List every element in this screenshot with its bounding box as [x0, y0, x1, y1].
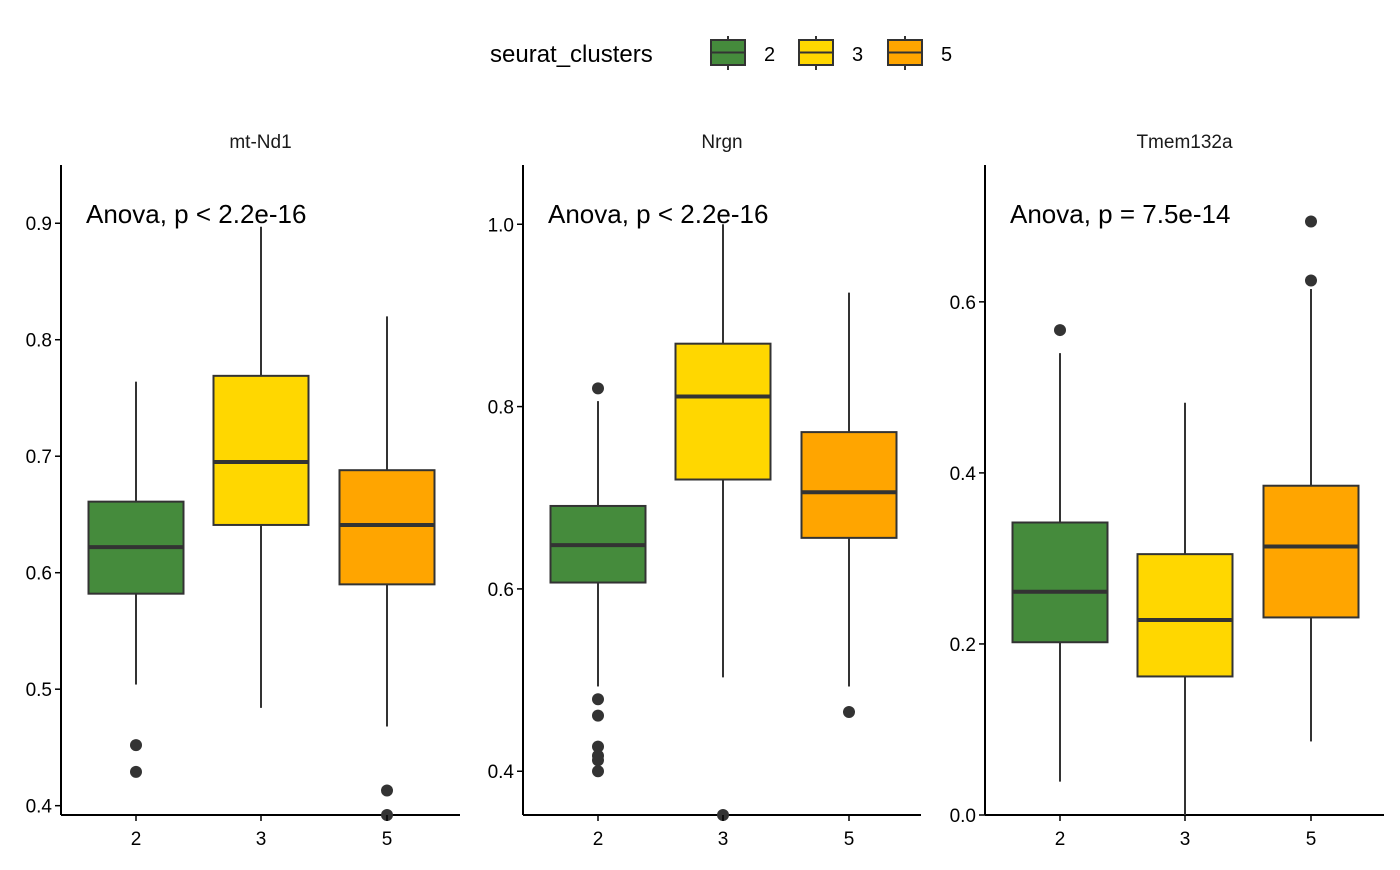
x-tick-label: 3: [256, 829, 267, 850]
y-tick-label: 0.6: [488, 580, 514, 601]
box-iqr: [1262, 484, 1360, 619]
x-tick-label: 3: [1180, 829, 1191, 850]
panel-mt-Nd1: mt-Nd1 0.4 0.5 0.6 0.7 0.8 0.9 2 3 5 Anova, p < 2.…: [26, 132, 460, 850]
y-tick-label: 0.6: [950, 293, 976, 314]
legend-item-5: 5: [887, 36, 952, 70]
box-group-5: [1262, 215, 1360, 742]
box-group-2: [1011, 324, 1109, 782]
y-tick-label: 1.0: [488, 215, 514, 236]
box-group-2: [549, 382, 647, 778]
panel-Tmem132a: Tmem132a 0.0 0.2 0.4 0.6 2 3 5 Anova, p = 7.5e-1…: [950, 132, 1384, 850]
box-group-5: [800, 292, 898, 718]
outlier-point: [381, 784, 393, 797]
panel-title: mt-Nd1: [229, 132, 291, 153]
y-tick-label: 0.6: [26, 564, 52, 585]
box-iqr: [338, 469, 436, 586]
box-group-2: [87, 381, 185, 778]
y-tick-label: 0.0: [950, 806, 976, 827]
box-group-3: [674, 224, 772, 821]
anova-annotation: Anova, p < 2.2e-16: [86, 199, 306, 229]
x-tick-label: 5: [382, 829, 393, 850]
x-tick-label: 2: [593, 829, 604, 850]
x-tick-label: 5: [844, 829, 855, 850]
x-tick-label: 2: [1055, 829, 1066, 850]
box-iqr: [674, 342, 772, 481]
legend-label: 2: [764, 44, 775, 66]
y-tick-label: 0.7: [26, 447, 52, 468]
outlier-point: [130, 765, 142, 778]
outlier-point: [592, 693, 604, 706]
box-group-5: [338, 316, 436, 821]
legend-label: 3: [852, 44, 863, 66]
box-group-3: [212, 226, 310, 708]
anova-annotation: Anova, p = 7.5e-14: [1010, 199, 1230, 229]
outlier-point: [592, 740, 604, 753]
y-tick-label: 0.8: [488, 398, 514, 419]
facet-panels: mt-Nd1 0.4 0.5 0.6 0.7 0.8 0.9 2 3 5 Anova, p < 2.…: [26, 132, 1384, 850]
y-tick-label: 0.8: [26, 331, 52, 352]
panel-title: Nrgn: [701, 132, 742, 153]
y-tick-label: 0.4: [488, 762, 515, 783]
panel-Nrgn: Nrgn 0.4 0.6 0.8 1.0 2 3 5 Anova, p < 2.2e-16: [488, 132, 921, 850]
outlier-point: [592, 382, 604, 395]
y-tick-label: 0.4: [950, 464, 977, 485]
y-tick-label: 0.9: [26, 214, 52, 235]
outlier-point: [843, 705, 855, 718]
anova-annotation: Anova, p < 2.2e-16: [548, 199, 768, 229]
outlier-point: [130, 739, 142, 752]
outlier-point: [1305, 274, 1317, 287]
outlier-point: [1054, 324, 1066, 337]
x-tick-label: 2: [131, 829, 142, 850]
x-tick-label: 3: [718, 829, 729, 850]
panel-title: Tmem132a: [1136, 132, 1233, 153]
y-tick-label: 0.5: [26, 680, 52, 701]
outlier-point: [592, 765, 604, 778]
y-tick-label: 0.4: [26, 797, 53, 818]
outlier-point: [592, 754, 604, 767]
box-iqr: [1011, 521, 1109, 644]
box-group-3: [1136, 402, 1234, 815]
legend-title: seurat_clusters: [490, 41, 653, 68]
y-tick-label: 0.2: [950, 635, 976, 656]
box-iqr: [800, 431, 898, 539]
legend-label: 5: [941, 44, 952, 66]
box-iqr: [212, 374, 310, 526]
box-iqr: [1136, 553, 1234, 678]
outlier-point: [592, 709, 604, 722]
x-tick-label: 5: [1306, 829, 1317, 850]
legend: seurat_clusters 2 3 5: [490, 36, 952, 70]
legend-item-2: 2: [710, 36, 775, 70]
legend-item-3: 3: [798, 36, 863, 70]
outlier-point: [1305, 215, 1317, 228]
